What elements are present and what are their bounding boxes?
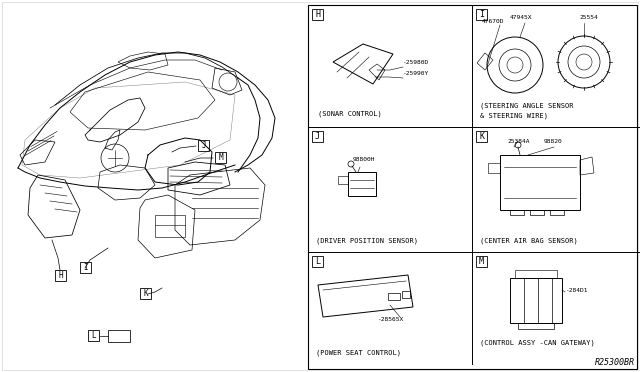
- Text: I: I: [479, 10, 484, 19]
- Text: -284D1: -284D1: [566, 288, 589, 293]
- Text: M: M: [479, 257, 484, 266]
- Text: (POWER SEAT CONTROL): (POWER SEAT CONTROL): [316, 350, 401, 356]
- Bar: [476, 9, 487, 20]
- Bar: [550, 210, 564, 215]
- Text: 98800H: 98800H: [353, 157, 376, 162]
- Text: 47670D: 47670D: [482, 19, 504, 24]
- Bar: [80, 262, 91, 273]
- Text: J: J: [315, 132, 320, 141]
- Bar: [518, 323, 554, 329]
- Text: -28565X: -28565X: [378, 317, 404, 322]
- Bar: [312, 9, 323, 20]
- Text: (STEERING ANGLE SENSOR: (STEERING ANGLE SENSOR: [480, 103, 573, 109]
- Bar: [510, 278, 562, 323]
- Text: 98820: 98820: [544, 139, 563, 144]
- Text: -25990Y: -25990Y: [403, 71, 429, 76]
- Text: 47945X: 47945X: [510, 15, 532, 20]
- Bar: [530, 210, 544, 215]
- Text: L: L: [91, 331, 96, 340]
- Text: (CONTROL ASSY -CAN GATEWAY): (CONTROL ASSY -CAN GATEWAY): [480, 340, 595, 346]
- Bar: [155, 215, 185, 237]
- Bar: [312, 256, 323, 267]
- Bar: [476, 131, 487, 142]
- Bar: [510, 210, 524, 215]
- Text: H: H: [58, 271, 63, 280]
- Bar: [476, 256, 487, 267]
- Text: 25554: 25554: [579, 15, 598, 20]
- Text: (CENTER AIR BAG SENSOR): (CENTER AIR BAG SENSOR): [480, 237, 578, 244]
- Text: I: I: [83, 263, 88, 272]
- Bar: [198, 140, 209, 151]
- Text: -25980D: -25980D: [403, 60, 429, 65]
- Bar: [338, 176, 348, 184]
- Text: M: M: [218, 153, 223, 162]
- Text: L: L: [315, 257, 320, 266]
- Text: K: K: [143, 289, 148, 298]
- Bar: [388, 293, 400, 300]
- Bar: [55, 270, 66, 281]
- Bar: [500, 155, 580, 210]
- Text: & STEERING WIRE): & STEERING WIRE): [480, 112, 548, 119]
- Text: J: J: [201, 141, 206, 150]
- Bar: [488, 163, 500, 173]
- Bar: [312, 131, 323, 142]
- Bar: [108, 330, 130, 342]
- Text: (SONAR CONTROL): (SONAR CONTROL): [318, 110, 381, 117]
- Bar: [88, 330, 99, 341]
- Text: R25300BR: R25300BR: [595, 358, 635, 367]
- Bar: [308, 5, 637, 369]
- Text: (DRIVER POSITION SENSOR): (DRIVER POSITION SENSOR): [316, 237, 418, 244]
- Bar: [348, 172, 376, 196]
- Bar: [402, 291, 410, 298]
- Text: H: H: [315, 10, 320, 19]
- Bar: [515, 270, 557, 278]
- Text: K: K: [479, 132, 484, 141]
- Bar: [140, 288, 151, 299]
- Bar: [215, 152, 226, 163]
- Text: 25384A: 25384A: [507, 139, 529, 144]
